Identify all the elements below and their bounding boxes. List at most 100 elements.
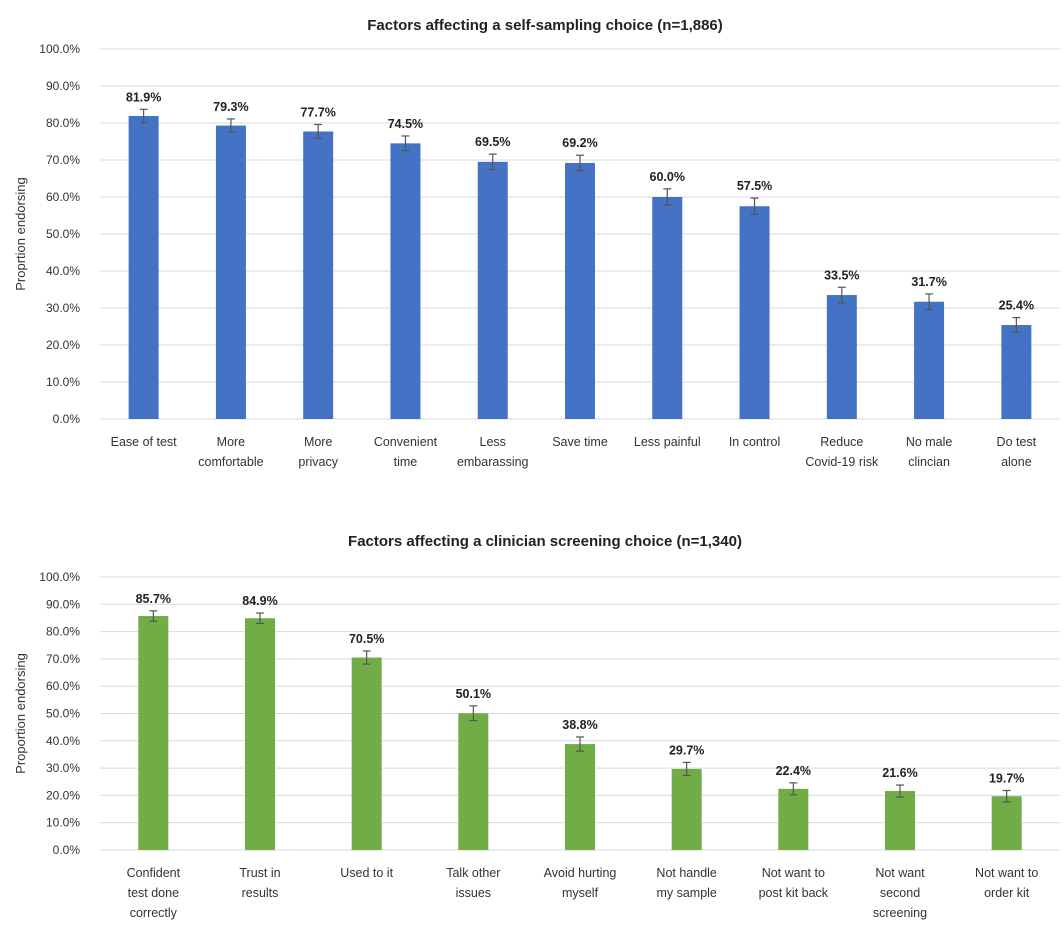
x-tick-label-line: Covid-19 risk <box>805 455 879 469</box>
bar <box>739 206 770 419</box>
data-label: 81.9% <box>126 90 161 104</box>
x-tick-label-line: time <box>394 455 418 469</box>
x-tick-label: Not want second screening <box>873 866 927 920</box>
data-label: 79.3% <box>213 100 248 114</box>
x-tick-label-line: embarassing <box>457 455 529 469</box>
x-tick-label-line: Not want <box>875 866 925 880</box>
x-tick-label: Do test alone <box>997 435 1037 469</box>
bar <box>565 162 595 419</box>
data-label: 85.7% <box>136 592 171 606</box>
data-label: 69.5% <box>475 135 510 149</box>
x-tick-label-line: Convenient <box>374 435 438 449</box>
x-tick-label: Ease of test <box>111 435 178 449</box>
x-tick-label-line: second <box>880 886 920 900</box>
y-tick-label: 40.0% <box>46 264 80 278</box>
bar <box>1001 325 1032 419</box>
x-tick-label-line: More <box>217 435 246 449</box>
x-tick-label-line: comfortable <box>198 455 263 469</box>
x-tick-label-line: issues <box>456 886 491 900</box>
y-tick-label: 20.0% <box>46 338 80 352</box>
x-tick-label-line: correctly <box>130 906 178 920</box>
y-tick-label: 50.0% <box>46 707 80 721</box>
x-tick-label-line: privacy <box>298 455 338 469</box>
bar <box>652 197 683 419</box>
bar <box>215 125 246 419</box>
x-tick-label: More comfortable <box>198 435 263 469</box>
x-tick-label-line: Reduce <box>820 435 863 449</box>
bar <box>914 301 945 419</box>
y-tick-label: 20.0% <box>46 788 80 802</box>
bar <box>885 791 915 850</box>
bar <box>477 161 508 419</box>
data-label: 84.9% <box>242 594 277 608</box>
x-tick-label: Not want to order kit <box>975 866 1038 900</box>
data-label: 31.7% <box>911 275 946 289</box>
x-tick-label-line: More <box>304 435 333 449</box>
bar <box>128 115 159 419</box>
data-label: 21.6% <box>882 766 917 780</box>
data-label: 77.7% <box>300 105 335 119</box>
y-tick-label: 10.0% <box>46 816 80 830</box>
y-tick-label: 60.0% <box>46 190 80 204</box>
x-tick-label: Not handle my sample <box>656 866 717 900</box>
data-label: 29.7% <box>669 743 704 757</box>
bar <box>826 295 857 419</box>
y-tick-label: 50.0% <box>46 227 80 241</box>
x-tick-label-line: Less painful <box>634 435 701 449</box>
x-tick-label: Save time <box>552 435 608 449</box>
y-tick-label: 30.0% <box>46 301 80 315</box>
data-label: 25.4% <box>999 299 1034 313</box>
x-tick-label-line: screening <box>873 906 927 920</box>
data-label: 38.8% <box>562 718 597 732</box>
x-tick-label-line: Trust in <box>239 866 280 880</box>
chart-title: Factors affecting a self-sampling choice… <box>367 17 723 34</box>
bar <box>351 657 382 850</box>
y-tick-label: 70.0% <box>46 652 80 666</box>
x-tick-label: Less painful <box>634 435 701 449</box>
x-tick-label-line: Not want to <box>975 866 1038 880</box>
data-label: 70.5% <box>349 632 384 646</box>
x-tick-label-line: No male <box>906 435 953 449</box>
bar <box>303 131 334 419</box>
x-tick-label: No male clincian <box>906 435 953 469</box>
x-tick-label: Less embarassing <box>457 435 529 469</box>
x-tick-label-line: myself <box>562 886 599 900</box>
bar <box>991 796 1022 850</box>
data-label: 33.5% <box>824 268 859 282</box>
bar <box>138 616 169 850</box>
x-tick-label: Trust in results <box>239 866 280 900</box>
x-tick-label: Confident test done correctly <box>127 866 181 920</box>
x-tick-label-line: Talk other <box>446 866 500 880</box>
x-tick-label-line: In control <box>729 435 780 449</box>
bar <box>671 768 702 850</box>
y-tick-label: 80.0% <box>46 116 80 130</box>
y-tick-label: 60.0% <box>46 679 80 693</box>
chart-title: Factors affecting a clinician screening … <box>348 533 742 550</box>
x-tick-label-line: alone <box>1001 455 1032 469</box>
y-axis-label: Proprtion endorsing <box>13 177 28 290</box>
x-tick-label: In control <box>729 435 780 449</box>
x-tick-label-line: Do test <box>997 435 1037 449</box>
x-tick-label-line: post kit back <box>759 886 829 900</box>
y-tick-label: 0.0% <box>53 843 81 857</box>
data-label: 69.2% <box>562 136 597 150</box>
x-tick-label-line: Not handle <box>656 866 717 880</box>
data-label: 50.1% <box>456 687 491 701</box>
x-tick-label: Reduce Covid-19 risk <box>805 435 879 469</box>
x-tick-label-line: Avoid hurting <box>544 866 617 880</box>
bar <box>390 143 421 419</box>
x-tick-label-line: Not want to <box>762 866 825 880</box>
data-label: 60.0% <box>650 170 685 184</box>
y-tick-label: 30.0% <box>46 761 80 775</box>
x-tick-label: Not want to post kit back <box>759 866 829 900</box>
x-tick-label-line: Less <box>480 435 506 449</box>
y-axis-label: Proportion endorsing <box>13 653 28 774</box>
data-label: 22.4% <box>776 764 811 778</box>
y-tick-label: 40.0% <box>46 734 80 748</box>
x-tick-label-line: clincian <box>908 455 950 469</box>
y-tick-label: 100.0% <box>39 570 80 584</box>
x-tick-label: Convenient time <box>374 435 438 469</box>
x-tick-label-line: Used to it <box>340 866 393 880</box>
data-label: 19.7% <box>989 771 1024 785</box>
